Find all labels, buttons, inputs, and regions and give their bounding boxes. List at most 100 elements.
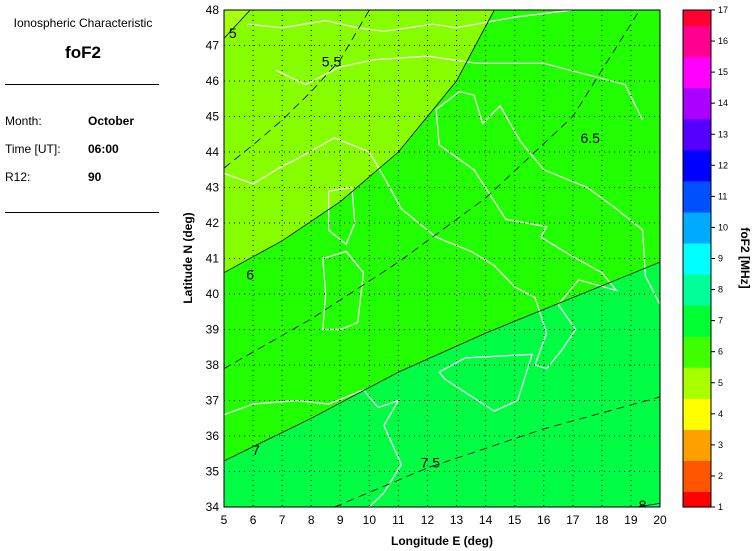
- colorbar-segment: [683, 421, 711, 430]
- colorbar-segment: [683, 227, 711, 236]
- colorbar-segment: [683, 126, 711, 135]
- x-tick-label: 16: [537, 513, 551, 527]
- colorbar-segment: [683, 242, 711, 252]
- colorbar-tick-label: 5: [718, 378, 723, 388]
- colorbar-segment: [683, 95, 711, 104]
- colorbar-segment: [683, 343, 711, 353]
- colorbar-segment: [683, 266, 711, 275]
- colorbar-segment: [683, 468, 711, 477]
- coastline: [224, 389, 402, 507]
- coastline: [247, 10, 573, 32]
- y-tick-label: 47: [206, 39, 220, 53]
- colorbar-segment: [683, 64, 711, 73]
- colorbar-segment: [683, 437, 711, 446]
- x-tick-label: 6: [250, 513, 257, 527]
- colorbar-segment: [683, 10, 711, 19]
- x-tick-label: 9: [337, 513, 344, 527]
- colorbar-segment: [683, 219, 711, 229]
- colorbar-segment: [683, 374, 711, 384]
- colorbar-segment: [683, 398, 711, 407]
- x-tick-label: 10: [363, 513, 377, 527]
- colorbar-segment: [683, 320, 711, 329]
- contour-label: 8: [639, 497, 647, 513]
- y-tick-label: 39: [206, 323, 220, 337]
- y-tick-label: 48: [206, 3, 220, 17]
- x-tick-label: 14: [479, 513, 493, 527]
- panel-heading: Ionospheric Characteristic: [13, 16, 153, 30]
- colorbar-segment: [683, 180, 711, 190]
- colorbar-segment: [683, 211, 711, 221]
- y-tick-label: 40: [206, 287, 220, 301]
- coastline: [328, 186, 356, 246]
- colorbar-segment: [683, 103, 711, 112]
- colorbar-segment: [683, 110, 711, 120]
- x-axis-label: Longitude E (deg): [391, 534, 493, 548]
- parameter-name: foF2: [65, 43, 101, 62]
- colorbar-segment: [683, 258, 711, 267]
- colorbar-segment: [683, 491, 711, 500]
- colorbar-segment: [683, 274, 711, 283]
- month-value: October: [88, 114, 135, 128]
- x-tick-label: 15: [508, 513, 522, 527]
- contour-label: 6.5: [581, 130, 601, 146]
- colorbar-segment: [683, 165, 711, 174]
- colorbar-segment: [683, 149, 711, 159]
- contour-label: 7: [252, 442, 260, 458]
- colorbar-segment: [683, 79, 711, 89]
- contour-label: 5.5: [322, 53, 342, 69]
- r12-value: 90: [88, 170, 102, 184]
- colorbar-segment: [683, 173, 711, 182]
- colorbar-tick-label: 16: [718, 36, 728, 46]
- contour-line-6.5: [224, 10, 641, 369]
- colorbar-segment: [683, 413, 711, 423]
- colorbar-tick-label: 8: [718, 285, 723, 295]
- colorbar-segment: [683, 235, 711, 244]
- contour-line-7: [224, 261, 660, 462]
- coastline: [438, 353, 533, 412]
- colorbar-segment: [683, 134, 711, 143]
- colorbar-segment: [683, 475, 711, 485]
- colorbar-segment: [683, 305, 711, 314]
- colorbar-tick-label: 6: [718, 347, 723, 357]
- x-tick-label: 7: [279, 513, 286, 527]
- divider: [5, 84, 159, 85]
- colorbar-segment: [683, 328, 711, 337]
- colorbar-segment: [683, 56, 711, 65]
- colorbar-tick-label: 13: [718, 129, 728, 139]
- colorbar-segment: [683, 312, 711, 322]
- contour-label: 6: [246, 266, 254, 282]
- colorbar-segment: [683, 17, 711, 27]
- colorbar-tick-label: 11: [718, 191, 727, 201]
- colorbar-segment: [683, 41, 711, 50]
- colorbar-segment: [683, 289, 711, 298]
- contour-line-7.5: [334, 396, 660, 507]
- y-tick-label: 44: [206, 145, 220, 159]
- colorbar-segment: [683, 359, 711, 368]
- colorbar-segment: [683, 281, 711, 291]
- colorbar-segment: [683, 367, 711, 376]
- x-tick-label: 11: [392, 513, 405, 527]
- colorbar-tick-label: 1: [718, 502, 723, 512]
- colorbar-segment: [683, 188, 711, 197]
- colorbar-segment: [683, 204, 711, 213]
- time-value: 06:00: [88, 142, 119, 156]
- y-tick-label: 45: [206, 110, 220, 124]
- y-tick-label: 38: [206, 358, 220, 372]
- colorbar-segment: [683, 483, 711, 493]
- coastline: [224, 90, 660, 370]
- colorbar-tick-label: 2: [718, 471, 723, 481]
- contour-line-6: [224, 10, 495, 274]
- colorbar-tick-label: 12: [718, 160, 728, 170]
- colorbar-segment: [683, 351, 711, 361]
- contour-label: 7.5: [421, 455, 441, 471]
- colorbar-tick-label: 4: [718, 409, 723, 419]
- colorbar-segment: [683, 444, 711, 454]
- colorbar-segment: [683, 250, 711, 260]
- x-tick-label: 18: [595, 513, 609, 527]
- y-tick-label: 42: [206, 216, 220, 230]
- time-label: Time [UT]:: [5, 142, 61, 156]
- colorbar-tick-label: 14: [718, 98, 728, 108]
- x-tick-label: 5: [221, 513, 228, 527]
- coastline: [322, 250, 365, 331]
- colorbar-tick-label: 17: [718, 5, 728, 15]
